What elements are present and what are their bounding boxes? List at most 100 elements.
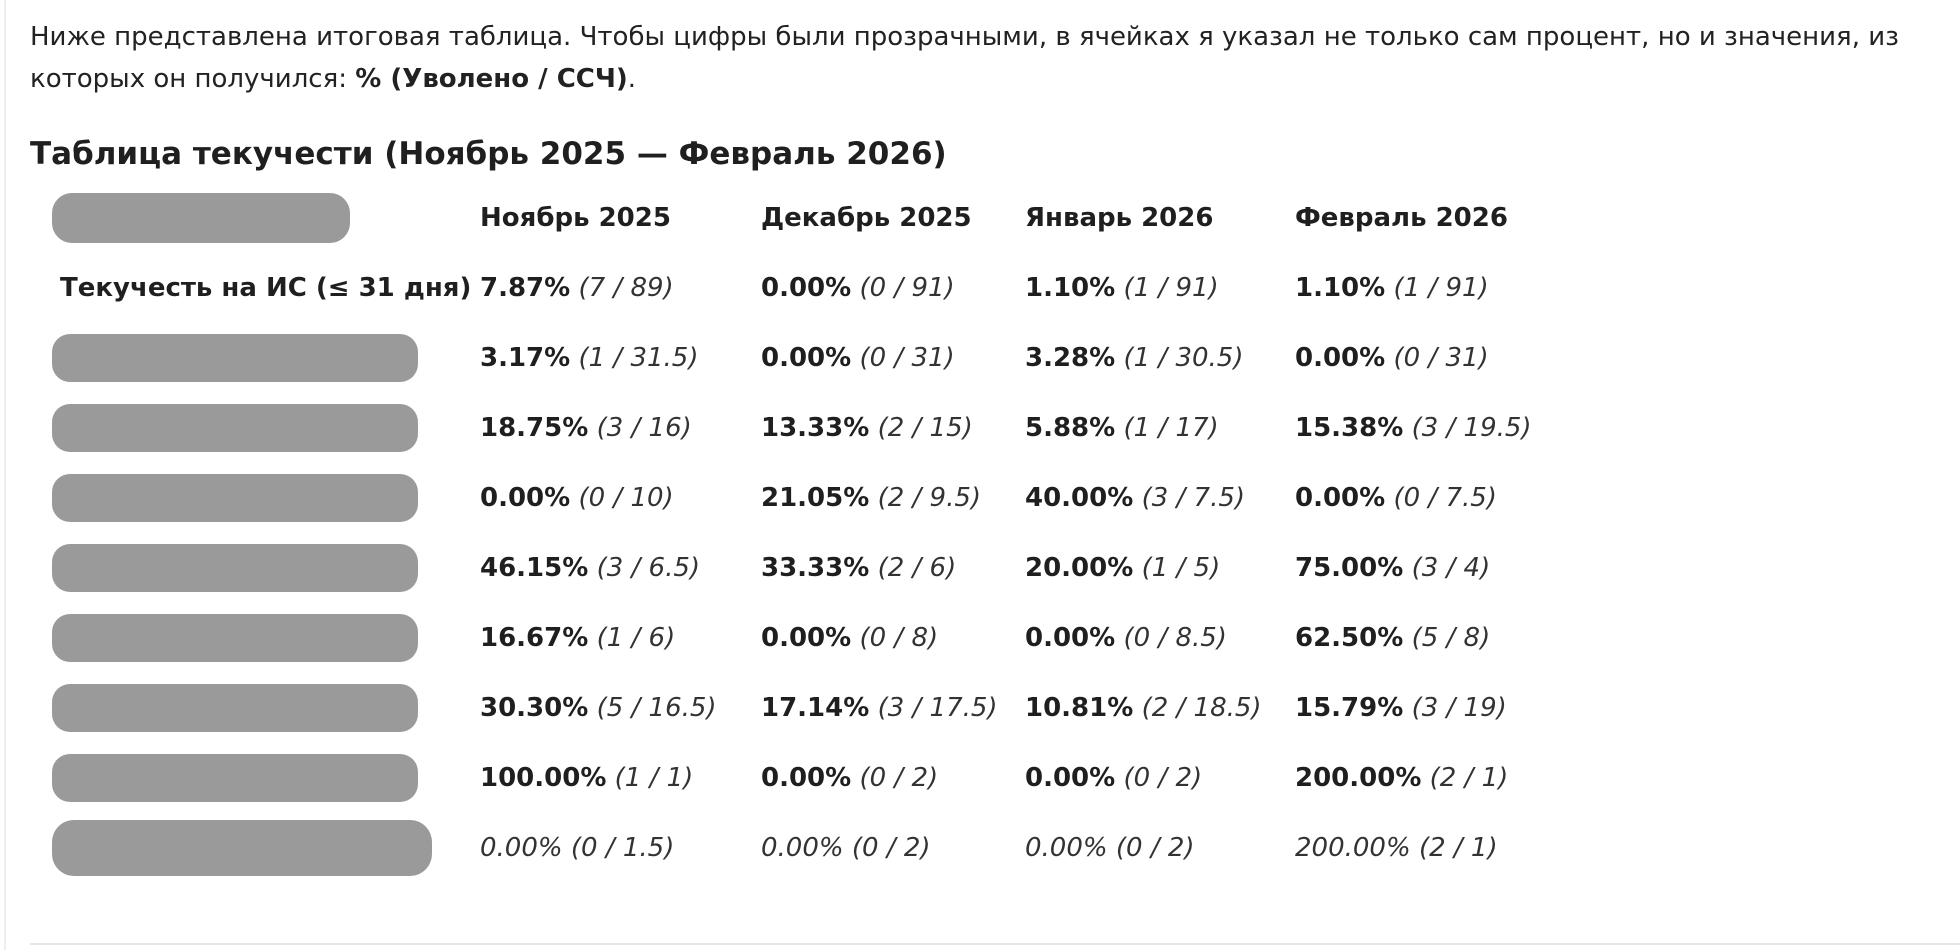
- ratio-value: (0 / 7.5): [1393, 483, 1497, 513]
- table-cell: 30.30% (5 / 16.5): [480, 673, 761, 743]
- ratio-value: (0 / 2): [1115, 833, 1195, 863]
- table-cell: 0.00% (0 / 2): [761, 743, 1025, 813]
- percent-value: 0.00%: [761, 763, 852, 793]
- row-label: [48, 743, 480, 813]
- redacted-label: [52, 754, 418, 802]
- percent-value: 0.00%: [1295, 483, 1386, 513]
- ratio-value: (0 / 10): [578, 483, 674, 513]
- table-cell: 100.00% (1 / 1): [480, 743, 761, 813]
- redacted-label: [52, 684, 418, 732]
- row-label: Текучесть на ИС (≤ 31 дня): [60, 273, 472, 303]
- percent-value: 100.00%: [480, 763, 607, 793]
- intro-formula: % (Уволено / ССЧ): [355, 64, 628, 94]
- redacted-label: [52, 544, 418, 592]
- percent-value: 5.88%: [1025, 413, 1116, 443]
- table-cell: 200.00% (2 / 1): [1295, 813, 1585, 883]
- ratio-value: (5 / 8): [1411, 623, 1491, 653]
- ratio-value: (1 / 1): [614, 763, 694, 793]
- percent-value: 200.00%: [1295, 763, 1422, 793]
- ratio-value: (3 / 7.5): [1141, 483, 1246, 513]
- column-header-dec-2025: Декабрь 2025: [761, 203, 972, 233]
- header-label-cell: [48, 183, 480, 253]
- column-header-feb-2026: Февраль 2026: [1295, 203, 1508, 233]
- percent-value: 30.30%: [480, 693, 589, 723]
- row-label: [48, 673, 480, 743]
- ratio-value: (1 / 91): [1123, 273, 1219, 303]
- column-header-jan-2026: Январь 2026: [1025, 203, 1214, 233]
- ratio-value: (1 / 31.5): [578, 343, 699, 373]
- row-label: [48, 393, 480, 463]
- table-row: 0.00% (0 / 1.5) 0.00% (0 / 2) 0.00% (0 /…: [48, 813, 1585, 883]
- percent-value: 21.05%: [761, 483, 870, 513]
- ratio-value: (2 / 1): [1418, 833, 1498, 863]
- percent-value: 33.33%: [761, 553, 870, 583]
- ratio-value: (0 / 2): [859, 763, 939, 793]
- percent-value: 0.00%: [761, 273, 852, 303]
- table-cell: 40.00% (3 / 7.5): [1025, 463, 1295, 533]
- percent-value: 13.33%: [761, 413, 870, 443]
- percent-value: 15.79%: [1295, 693, 1404, 723]
- table-cell: 0.00% (0 / 8.5): [1025, 603, 1295, 673]
- percent-value: 0.00%: [1025, 833, 1108, 863]
- table-cell: 13.33% (2 / 15): [761, 393, 1025, 463]
- table-cell: 0.00% (0 / 10): [480, 463, 761, 533]
- percent-value: 200.00%: [1295, 833, 1411, 863]
- redacted-label: [52, 334, 418, 382]
- ratio-value: (2 / 6): [877, 553, 957, 583]
- ratio-value: (2 / 9.5): [877, 483, 982, 513]
- table-row: 3.17% (1 / 31.5) 0.00% (0 / 31) 3.28% (1…: [48, 323, 1585, 393]
- redacted-label: [52, 820, 432, 876]
- table-cell: 21.05% (2 / 9.5): [761, 463, 1025, 533]
- table-cell: 0.00% (0 / 31): [761, 323, 1025, 393]
- table-cell: 15.79% (3 / 19): [1295, 673, 1585, 743]
- ratio-value: (1 / 5): [1141, 553, 1221, 583]
- ratio-value: (3 / 4): [1411, 553, 1491, 583]
- intro-end: .: [627, 64, 637, 94]
- table-title: Таблица текучести (Ноябрь 2025 — Февраль…: [30, 136, 947, 172]
- table-cell: 1.10% (1 / 91): [1025, 253, 1295, 323]
- row-label: [48, 533, 480, 603]
- percent-value: 10.81%: [1025, 693, 1134, 723]
- row-label: [48, 603, 480, 673]
- percent-value: 0.00%: [761, 343, 852, 373]
- ratio-value: (0 / 31): [859, 343, 955, 373]
- table-cell: 0.00% (0 / 91): [761, 253, 1025, 323]
- table-cell: 200.00% (2 / 1): [1295, 743, 1585, 813]
- ratio-value: (0 / 2): [851, 833, 931, 863]
- ratio-value: (0 / 8.5): [1123, 623, 1227, 653]
- table-cell: 3.17% (1 / 31.5): [480, 323, 761, 393]
- table-row: 46.15% (3 / 6.5) 33.33% (2 / 6) 20.00% (…: [48, 533, 1585, 603]
- percent-value: 40.00%: [1025, 483, 1134, 513]
- ratio-value: (2 / 18.5): [1141, 693, 1262, 723]
- table-cell: 20.00% (1 / 5): [1025, 533, 1295, 603]
- ratio-value: (0 / 2): [1123, 763, 1203, 793]
- redacted-label: [52, 404, 418, 452]
- intro-text: Ниже представлена итоговая таблица. Чтоб…: [30, 22, 1899, 94]
- ratio-value: (3 / 19): [1411, 693, 1507, 723]
- table-row: 18.75% (3 / 16) 13.33% (2 / 15) 5.88% (1…: [48, 393, 1585, 463]
- table-cell: 0.00% (0 / 7.5): [1295, 463, 1585, 533]
- table-cell: 0.00% (0 / 2): [761, 813, 1025, 883]
- ratio-value: (1 / 91): [1393, 273, 1489, 303]
- redacted-label: [52, 614, 418, 662]
- percent-value: 20.00%: [1025, 553, 1134, 583]
- row-label: [48, 463, 480, 533]
- table-cell: 75.00% (3 / 4): [1295, 533, 1585, 603]
- table-cell: 62.50% (5 / 8): [1295, 603, 1585, 673]
- table-cell: 3.28% (1 / 30.5): [1025, 323, 1295, 393]
- table-cell: 0.00% (0 / 2): [1025, 813, 1295, 883]
- percent-value: 0.00%: [761, 833, 844, 863]
- table-row: 16.67% (1 / 6) 0.00% (0 / 8) 0.00% (0 / …: [48, 603, 1585, 673]
- left-edge-line: [4, 0, 6, 950]
- percent-value: 7.87%: [480, 273, 571, 303]
- table-header-row: Ноябрь 2025 Декабрь 2025 Январь 2026 Фев…: [48, 183, 1585, 253]
- bottom-divider: [30, 943, 1960, 945]
- percent-value: 1.10%: [1295, 273, 1386, 303]
- table-cell: 18.75% (3 / 16): [480, 393, 761, 463]
- table-cell: 10.81% (2 / 18.5): [1025, 673, 1295, 743]
- ratio-value: (5 / 16.5): [596, 693, 717, 723]
- turnover-table: Ноябрь 2025 Декабрь 2025 Январь 2026 Фев…: [48, 183, 1585, 883]
- percent-value: 3.28%: [1025, 343, 1116, 373]
- table-cell: 0.00% (0 / 8): [761, 603, 1025, 673]
- redacted-header: [52, 193, 350, 243]
